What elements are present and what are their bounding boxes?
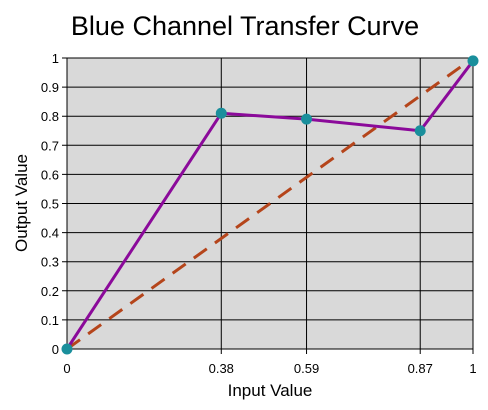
x-axis-label: Input Value bbox=[228, 381, 313, 400]
y-tick-label: 0.1 bbox=[41, 313, 59, 328]
y-tick-label: 0.7 bbox=[41, 138, 59, 153]
y-tick-label: 0.4 bbox=[41, 226, 59, 241]
data-point bbox=[467, 55, 479, 67]
data-point bbox=[414, 125, 426, 137]
x-tick-label: 0 bbox=[63, 361, 70, 376]
tick-labels: 0 0.1 0.2 0.3 0.4 0.5 0.6 0.7 0.8 0.9 1 0 0.38 0.59 0.… bbox=[41, 51, 477, 376]
x-tick-label: 0.59 bbox=[294, 361, 319, 376]
y-tick-label: 0.2 bbox=[41, 284, 59, 299]
y-axis-label: Output Value bbox=[12, 154, 31, 252]
x-tick-label: 1 bbox=[469, 361, 476, 376]
y-tick-label: 1 bbox=[52, 51, 59, 66]
y-tick-label: 0.6 bbox=[41, 167, 59, 182]
x-tick-label: 0.38 bbox=[209, 361, 234, 376]
data-point bbox=[301, 113, 313, 125]
y-tick-label: 0.9 bbox=[41, 80, 59, 95]
y-tick-label: 0 bbox=[52, 342, 59, 357]
y-tick-label: 0.3 bbox=[41, 255, 59, 270]
marker-layer bbox=[61, 55, 479, 355]
chart-title: Blue Channel Transfer Curve bbox=[71, 11, 419, 41]
y-tick-label: 0.5 bbox=[41, 197, 59, 212]
y-tick-label: 0.8 bbox=[41, 109, 59, 124]
data-point bbox=[61, 343, 73, 355]
data-point bbox=[215, 107, 227, 119]
x-tick-label: 0.87 bbox=[408, 361, 433, 376]
reference-line bbox=[66, 56, 474, 351]
